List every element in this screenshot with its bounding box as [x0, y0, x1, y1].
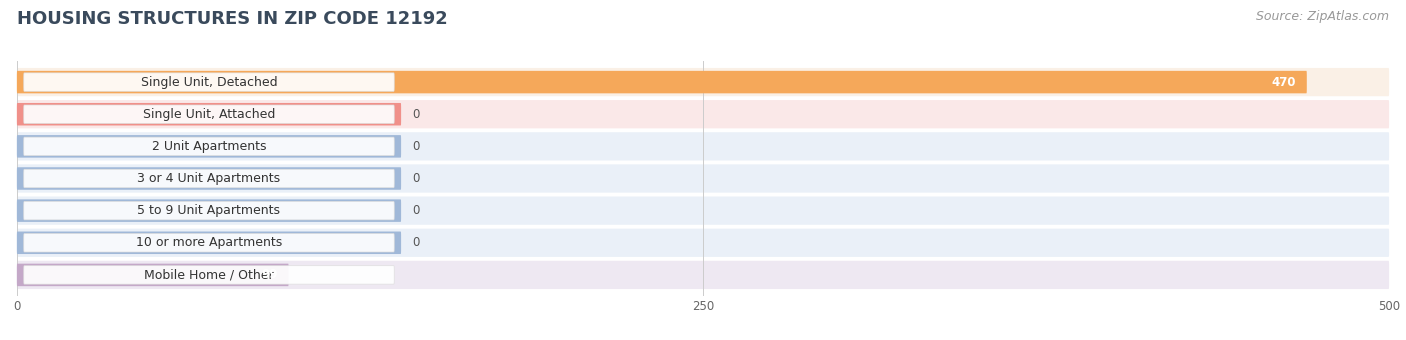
FancyBboxPatch shape	[24, 201, 394, 220]
FancyBboxPatch shape	[17, 228, 1389, 257]
Text: 0: 0	[412, 236, 419, 249]
FancyBboxPatch shape	[17, 68, 1389, 96]
FancyBboxPatch shape	[17, 264, 288, 286]
Text: 5 to 9 Unit Apartments: 5 to 9 Unit Apartments	[138, 204, 280, 217]
FancyBboxPatch shape	[24, 169, 394, 188]
Text: 0: 0	[412, 204, 419, 217]
Text: Single Unit, Attached: Single Unit, Attached	[143, 108, 276, 121]
FancyBboxPatch shape	[17, 100, 1389, 129]
Text: 0: 0	[412, 140, 419, 153]
FancyBboxPatch shape	[24, 73, 394, 91]
FancyBboxPatch shape	[17, 71, 1306, 94]
FancyBboxPatch shape	[17, 261, 1389, 289]
Text: 3 or 4 Unit Apartments: 3 or 4 Unit Apartments	[138, 172, 281, 185]
Text: 10 or more Apartments: 10 or more Apartments	[136, 236, 283, 249]
Text: Mobile Home / Other: Mobile Home / Other	[145, 268, 274, 282]
FancyBboxPatch shape	[17, 135, 401, 158]
FancyBboxPatch shape	[24, 266, 394, 284]
Text: 2 Unit Apartments: 2 Unit Apartments	[152, 140, 266, 153]
FancyBboxPatch shape	[17, 197, 1389, 225]
Text: 0: 0	[412, 172, 419, 185]
Text: 0: 0	[412, 108, 419, 121]
FancyBboxPatch shape	[24, 105, 394, 123]
Text: HOUSING STRUCTURES IN ZIP CODE 12192: HOUSING STRUCTURES IN ZIP CODE 12192	[17, 10, 447, 28]
FancyBboxPatch shape	[17, 167, 401, 190]
FancyBboxPatch shape	[17, 103, 401, 125]
Text: Single Unit, Detached: Single Unit, Detached	[141, 75, 277, 89]
Text: Source: ZipAtlas.com: Source: ZipAtlas.com	[1256, 10, 1389, 23]
FancyBboxPatch shape	[17, 132, 1389, 160]
Text: 470: 470	[1271, 75, 1296, 89]
FancyBboxPatch shape	[17, 232, 401, 254]
FancyBboxPatch shape	[24, 137, 394, 156]
Text: 99: 99	[262, 268, 277, 282]
FancyBboxPatch shape	[17, 164, 1389, 193]
FancyBboxPatch shape	[24, 234, 394, 252]
FancyBboxPatch shape	[17, 199, 401, 222]
